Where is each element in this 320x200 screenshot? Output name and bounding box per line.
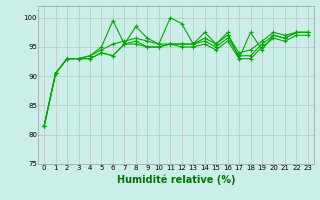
X-axis label: Humidité relative (%): Humidité relative (%) <box>117 174 235 185</box>
